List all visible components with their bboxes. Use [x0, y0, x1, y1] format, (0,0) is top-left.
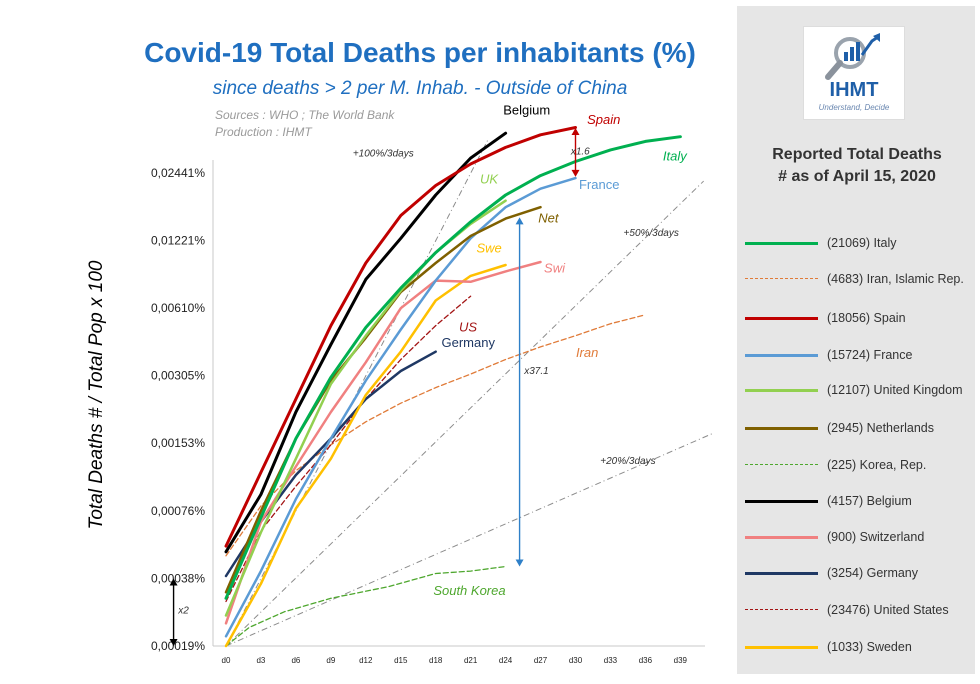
- y-tick-label: 0,00038%: [151, 572, 205, 586]
- legend-text: (12107) United Kingdom: [827, 383, 963, 397]
- x-tick-label: d12: [359, 656, 373, 665]
- reference-line-label: +100%/3days: [353, 148, 414, 159]
- series-line-korea: [225, 565, 507, 647]
- magnifier-chart-icon: [825, 33, 880, 80]
- series-label-italy: Italy: [663, 148, 688, 163]
- y-tick-label: 0,00153%: [151, 436, 205, 450]
- x-tick-label: d9: [326, 656, 335, 665]
- x-tick-label: d18: [429, 656, 443, 665]
- legend-panel: IHMT Understand, Decide Reported Total D…: [737, 6, 975, 674]
- reference-line: [225, 180, 704, 647]
- series-label-belgium: Belgium: [503, 103, 550, 118]
- legend-swatch: [745, 354, 818, 357]
- annotations: x1.6 x37.1 x2: [169, 128, 590, 646]
- series-label-spain: Spain: [587, 112, 620, 127]
- series-label-switzerland: Swi: [544, 260, 566, 275]
- x-tick-label: d3: [256, 656, 265, 665]
- legend-text: (18056) Spain: [827, 311, 906, 325]
- annotation-arrowhead-up: [515, 217, 524, 225]
- y-axis-label: Total Deaths # / Total Pop x 100: [86, 260, 107, 529]
- legend-swatch: [745, 427, 818, 430]
- legend-text: (900) Switzerland: [827, 530, 925, 544]
- series-line-us: [225, 295, 472, 603]
- logo-name: IHMT: [829, 79, 879, 101]
- x-tick-label: d24: [499, 656, 513, 665]
- annotation-arrowhead-up: [571, 128, 580, 136]
- chart-production: Production : IHMT: [215, 125, 313, 139]
- legend-swatch: [745, 278, 818, 279]
- x-tick-label: d36: [639, 656, 653, 665]
- x-ticks: d0 d3 d6 d9 d12 d15 d18 d21 d24 d27 d30 d33 d36 d39: [222, 656, 688, 665]
- legend-swatch: [745, 572, 818, 575]
- reference-line-label: +50%/3days: [624, 228, 679, 239]
- series-line-spain: [224, 126, 577, 548]
- legend-swatch: [745, 317, 818, 320]
- series-label-uk: UK: [480, 171, 499, 186]
- y-tick-label: 0,00076%: [151, 504, 205, 518]
- reference-lines: +100%/3days +50%/3days +20%/3days: [225, 139, 713, 647]
- x-tick-label: d39: [674, 656, 688, 665]
- x-tick-label: d30: [569, 656, 583, 665]
- legend-text: (225) Korea, Rep.: [827, 458, 927, 472]
- ihmt-logo: IHMT Understand, Decide: [803, 26, 905, 120]
- chart-subtitle: since deaths > 2 per M. Inhab. - Outside…: [213, 78, 628, 99]
- series-line-sweden: [224, 263, 507, 648]
- x-tick-label: d33: [604, 656, 618, 665]
- legend-text: (21069) Italy: [827, 236, 897, 250]
- chart-title: Covid-19 Total Deaths per inhabitants (%…: [144, 37, 696, 68]
- series-label-us: US: [459, 320, 477, 335]
- legend-title: Reported Total Deaths # as of April 15, …: [772, 146, 942, 185]
- x-tick-label: d27: [534, 656, 548, 665]
- series-label-germany: Germany: [442, 335, 496, 350]
- series-label-korea: South Korea: [433, 583, 505, 598]
- series-line-iran: [225, 314, 647, 557]
- x-tick-label: d21: [464, 656, 478, 665]
- annotation-label: x2: [177, 606, 189, 617]
- logo-tagline: Understand, Decide: [818, 103, 890, 112]
- reference-line: [225, 139, 489, 647]
- chart-sources: Sources : WHO ; The World Bank: [215, 108, 395, 122]
- legend-text: (23476) United States: [827, 603, 949, 617]
- reference-line-label: +20%/3days: [600, 456, 655, 467]
- y-tick-label: 0,00305%: [151, 369, 205, 383]
- legend-swatch: [745, 242, 818, 245]
- series-line-france: [224, 176, 577, 638]
- series-line-netherlands: [224, 205, 542, 594]
- legend-text: (3254) Germany: [827, 566, 919, 580]
- legend-swatch: [745, 646, 818, 649]
- series-label-iran: Iran: [576, 345, 598, 360]
- annotation-arrowhead-down: [169, 639, 178, 646]
- reference-line: [225, 433, 713, 647]
- legend-text: (2945) Netherlands: [827, 421, 935, 435]
- legend-text: (15724) France: [827, 348, 913, 362]
- annotation-arrowhead-down: [515, 559, 524, 567]
- y-ticks: 0,00019% 0,00038% 0,00076% 0,00153% 0,00305%…: [151, 166, 205, 653]
- y-tick-label: 0,00610%: [151, 301, 205, 315]
- legend-swatch: [745, 389, 818, 392]
- legend-swatch: [745, 500, 818, 503]
- legend-text: (1033) Sweden: [827, 640, 912, 654]
- x-tick-label: d0: [222, 656, 231, 665]
- legend-swatch: [745, 464, 818, 465]
- x-tick-label: d6: [291, 656, 300, 665]
- legend-text: (4157) Belgium: [827, 494, 912, 508]
- x-tick-label: d15: [394, 656, 408, 665]
- y-tick-label: 0,00019%: [151, 639, 205, 653]
- annotation-label: x37.1: [523, 366, 548, 377]
- series-lines: [224, 126, 682, 648]
- series-label-netherlands: Net: [538, 211, 560, 226]
- legend-text: (4683) Iran, Islamic Rep.: [827, 272, 964, 286]
- y-tick-label: 0,01221%: [151, 234, 205, 248]
- series-label-sweden: Swe: [476, 241, 501, 256]
- annotation-arrowhead-down: [571, 169, 580, 177]
- series-label-france: France: [579, 177, 619, 192]
- annotation-label: x1.6: [570, 147, 590, 158]
- legend-swatch: [745, 536, 818, 539]
- series-line-italy: [224, 135, 682, 600]
- y-tick-label: 0,02441%: [151, 166, 205, 180]
- annotation-arrowhead-up: [169, 578, 178, 586]
- legend-swatch: [745, 609, 818, 610]
